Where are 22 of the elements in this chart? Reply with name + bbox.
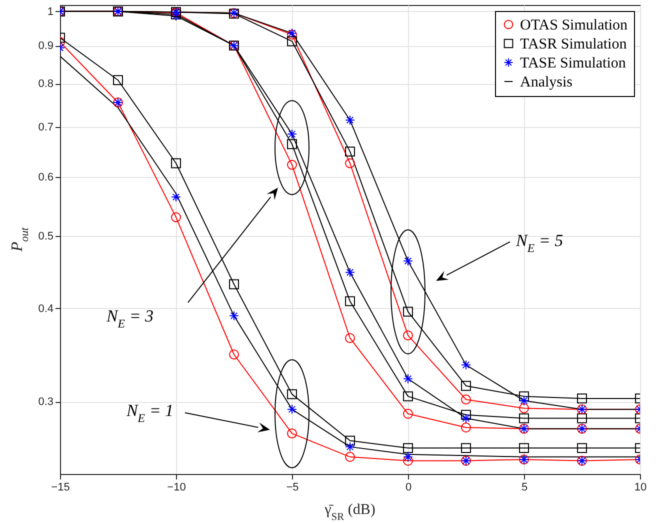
x-tick-label: 0	[405, 482, 412, 494]
x-tick-label: −10	[167, 482, 186, 494]
legend-label: OTAS Simulation	[520, 18, 628, 34]
y-tick-label: 0.3	[38, 396, 54, 408]
x-tick-label: −15	[51, 482, 70, 494]
x-axis-title: γ̄$_{SR}$ (dB)	[324, 502, 376, 522]
legend-label: Analysis	[520, 74, 573, 90]
y-tick-label: 0.9	[38, 40, 54, 52]
annotation: N$_{E}$ = 3	[105, 306, 154, 330]
annotation: N$_{E}$ = 5	[515, 230, 564, 255]
annotation: N$_{E}$ = 1	[125, 400, 174, 425]
y-tick-label: 1	[47, 6, 54, 18]
y-tick-label: 0.4	[38, 302, 54, 315]
x-tick-label: 10	[634, 482, 647, 494]
y-tick-label: 0.8	[38, 78, 54, 90]
x-tick-label: −5	[286, 482, 299, 494]
y-tick-label: 0.7	[38, 122, 54, 134]
legend-label: TASR Simulation	[520, 36, 628, 52]
y-tick-label: 0.6	[38, 171, 54, 184]
y-tick-label: 0.5	[38, 230, 54, 243]
legend-label: TASE Simulation	[520, 56, 626, 72]
x-tick-label: 5	[521, 482, 528, 494]
